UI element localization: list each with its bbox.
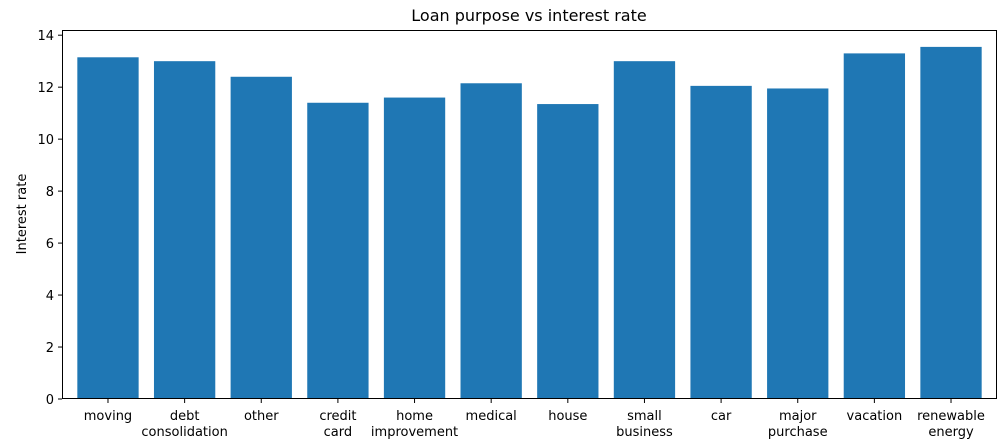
x-tick-label: house <box>548 409 587 424</box>
bar <box>230 76 292 400</box>
x-tick-label: moving <box>84 409 132 424</box>
x-ticks-group: moving debt consolidation other credit card ho… <box>84 399 985 440</box>
bar <box>383 97 446 399</box>
y-tick-label: 10 <box>37 133 54 148</box>
bar <box>537 104 599 399</box>
x-tick-label: credit card <box>319 409 356 440</box>
bars-group <box>77 46 982 400</box>
x-tick-label: home improvement <box>371 409 458 440</box>
y-ticks-group: 0 2 4 6 8 10 12 14 <box>37 29 62 408</box>
x-tick-label: renewable energy <box>917 409 985 440</box>
bar <box>767 88 829 399</box>
y-tick-label: 14 <box>37 29 54 44</box>
bar <box>307 102 369 399</box>
y-tick-label: 8 <box>46 185 54 200</box>
bar <box>920 46 982 399</box>
y-tick-label: 6 <box>46 237 54 252</box>
bar <box>153 61 216 400</box>
plot-frame <box>62 30 997 399</box>
y-tick-label: 12 <box>37 81 54 96</box>
x-tick-label: debt consolidation <box>141 409 227 440</box>
x-tick-label: medical <box>466 409 517 424</box>
x-tick-label: vacation <box>847 409 903 424</box>
x-tick-label: small business <box>616 409 673 440</box>
y-tick-label: 4 <box>46 289 54 304</box>
bar <box>460 83 522 400</box>
chart-title: Loan purpose vs interest rate <box>411 6 646 25</box>
bar <box>77 57 139 399</box>
y-tick-label: 0 <box>46 393 54 408</box>
bar <box>690 85 752 400</box>
y-axis-label: Interest rate <box>15 174 30 255</box>
y-tick-label: 2 <box>46 341 54 356</box>
x-tick-label: other <box>244 409 279 424</box>
bar <box>613 61 676 400</box>
x-tick-label: major purchase <box>768 409 828 440</box>
x-tick-label: car <box>711 409 732 424</box>
bar <box>843 53 906 399</box>
